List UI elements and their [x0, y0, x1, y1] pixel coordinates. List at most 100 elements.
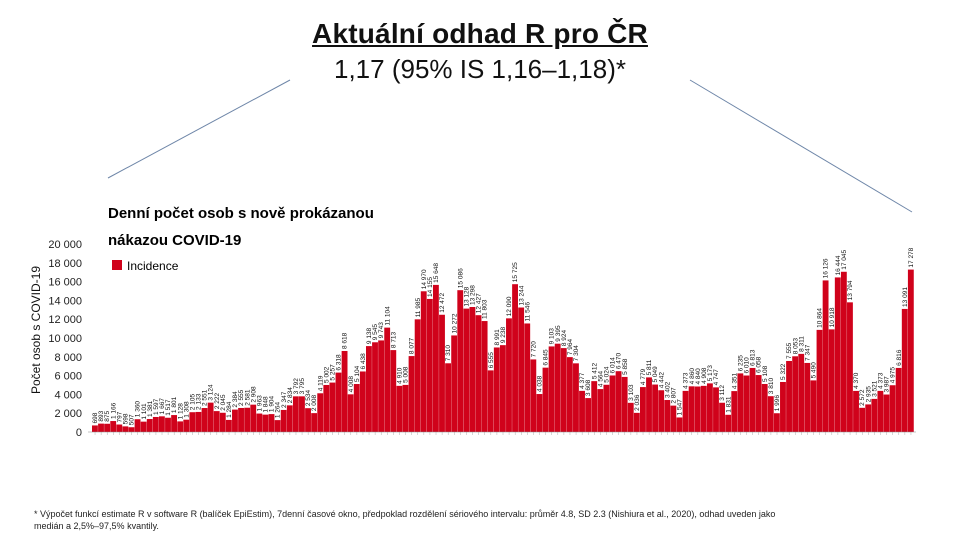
bar	[499, 345, 506, 432]
bar-value-label: 4 377	[579, 372, 586, 389]
bar-value-label: 5 173	[707, 365, 714, 382]
bar-value-label: 5 257	[330, 364, 337, 381]
bar	[688, 386, 695, 432]
bar	[481, 321, 488, 432]
bar	[323, 384, 330, 432]
bar-value-label: 1 597	[153, 398, 160, 415]
bar-value-label: 6 318	[336, 354, 343, 371]
legend-swatch	[112, 260, 122, 270]
bar	[171, 415, 178, 432]
title-block: Aktuální odhad R pro ČR 1,17 (95% IS 1,1…	[0, 18, 960, 85]
y-tick-label: 8 000	[54, 352, 82, 364]
y-tick-label: 16 000	[48, 277, 82, 289]
bar-value-label: 1 360	[135, 401, 142, 418]
bar-value-label: 5 002	[323, 366, 330, 383]
bar	[286, 405, 293, 432]
bar	[420, 291, 427, 432]
bar	[798, 353, 805, 432]
bar	[883, 394, 890, 432]
chart-title-line2: nákazou COVID-19	[108, 232, 241, 249]
bar	[274, 420, 281, 432]
bar	[268, 414, 275, 432]
y-axis-label: Počet osob s COVID-19	[29, 266, 43, 394]
bar	[146, 419, 153, 432]
bar-value-label: 5 858	[622, 358, 629, 375]
bar-value-label: 17 045	[841, 250, 848, 270]
bar-value-label: 5 024	[604, 366, 611, 383]
bar	[408, 356, 415, 432]
bar	[646, 377, 652, 432]
bar-value-label: 3 792	[293, 378, 300, 395]
bar-value-label: 3 795	[299, 378, 306, 395]
bar-value-label: 2 133	[196, 393, 203, 410]
bar	[463, 308, 470, 432]
bar	[512, 284, 518, 432]
bar-value-label: 1 308	[183, 401, 190, 418]
bar	[652, 384, 659, 432]
bar-value-label: 2 045	[220, 394, 227, 411]
bar-value-label: 1 128	[177, 403, 184, 420]
bar	[518, 307, 525, 432]
bar-value-label: 11 803	[482, 299, 489, 319]
bar	[767, 396, 774, 432]
bar-value-label: 2 534	[305, 390, 312, 407]
bar	[128, 427, 135, 432]
bar	[585, 398, 592, 432]
bar-value-label: 5 322	[780, 363, 787, 380]
bar-value-label: 893	[98, 410, 105, 421]
bar-value-label: 11 546	[524, 302, 531, 322]
bar	[725, 414, 732, 432]
bar-value-label: 1 381	[147, 400, 154, 417]
legend-label: Incidence	[127, 259, 179, 273]
bar	[292, 396, 299, 432]
bar-value-label: 1 517	[165, 399, 172, 416]
bar-value-label: 7 720	[530, 341, 537, 358]
bar	[877, 390, 884, 432]
bar	[122, 426, 129, 432]
bar-value-label: 3 124	[208, 384, 215, 401]
bar-value-label: 797	[116, 411, 123, 422]
bar-value-label: 7 310	[445, 345, 452, 362]
bar-value-label: 4 908	[701, 367, 708, 384]
bar	[426, 298, 433, 432]
bar-value-label: 2 834	[287, 387, 294, 404]
bar	[396, 385, 403, 432]
bar	[189, 412, 196, 432]
bar-value-label: 3 103	[628, 384, 635, 401]
bar-value-label: 6 845	[543, 349, 550, 366]
y-tick-label: 14 000	[48, 295, 82, 307]
bar	[658, 390, 665, 432]
y-tick-label: 10 000	[48, 333, 82, 345]
bar-value-label: 14 155	[427, 277, 434, 297]
bar-value-label: 14 970	[421, 269, 428, 289]
bar	[761, 383, 768, 432]
bar	[566, 357, 573, 432]
bar	[853, 390, 859, 432]
bar	[847, 302, 853, 432]
bar	[372, 342, 378, 432]
bar	[591, 381, 598, 432]
bar	[828, 329, 835, 432]
bar-value-label: 4 442	[658, 372, 665, 389]
bar	[834, 277, 841, 432]
bar-value-label: 1 264	[275, 401, 282, 418]
bar-value-label: 4 910	[396, 367, 403, 384]
bar	[353, 384, 360, 432]
bar-value-label: 4 564	[597, 370, 604, 387]
bar-value-label: 6 555	[488, 352, 495, 369]
bar	[414, 319, 421, 432]
bar	[493, 347, 500, 432]
bar	[92, 425, 98, 432]
bar-value-label: 4 119	[317, 375, 324, 391]
bar	[152, 416, 159, 432]
bar-value-label: 16 444	[835, 255, 842, 275]
bar	[335, 372, 342, 432]
bar-value-label: 2 384	[232, 391, 239, 408]
bar	[816, 329, 823, 432]
footnote: * Výpočet funkcí estimate R v software R…	[34, 509, 776, 531]
bar-value-label: 8 618	[342, 332, 349, 349]
y-tick-label: 20 000	[48, 239, 82, 251]
bar-value-label: 4 008	[348, 376, 355, 393]
bar-value-label: 17 278	[908, 247, 915, 267]
bar-value-label: 2 572	[859, 389, 866, 406]
